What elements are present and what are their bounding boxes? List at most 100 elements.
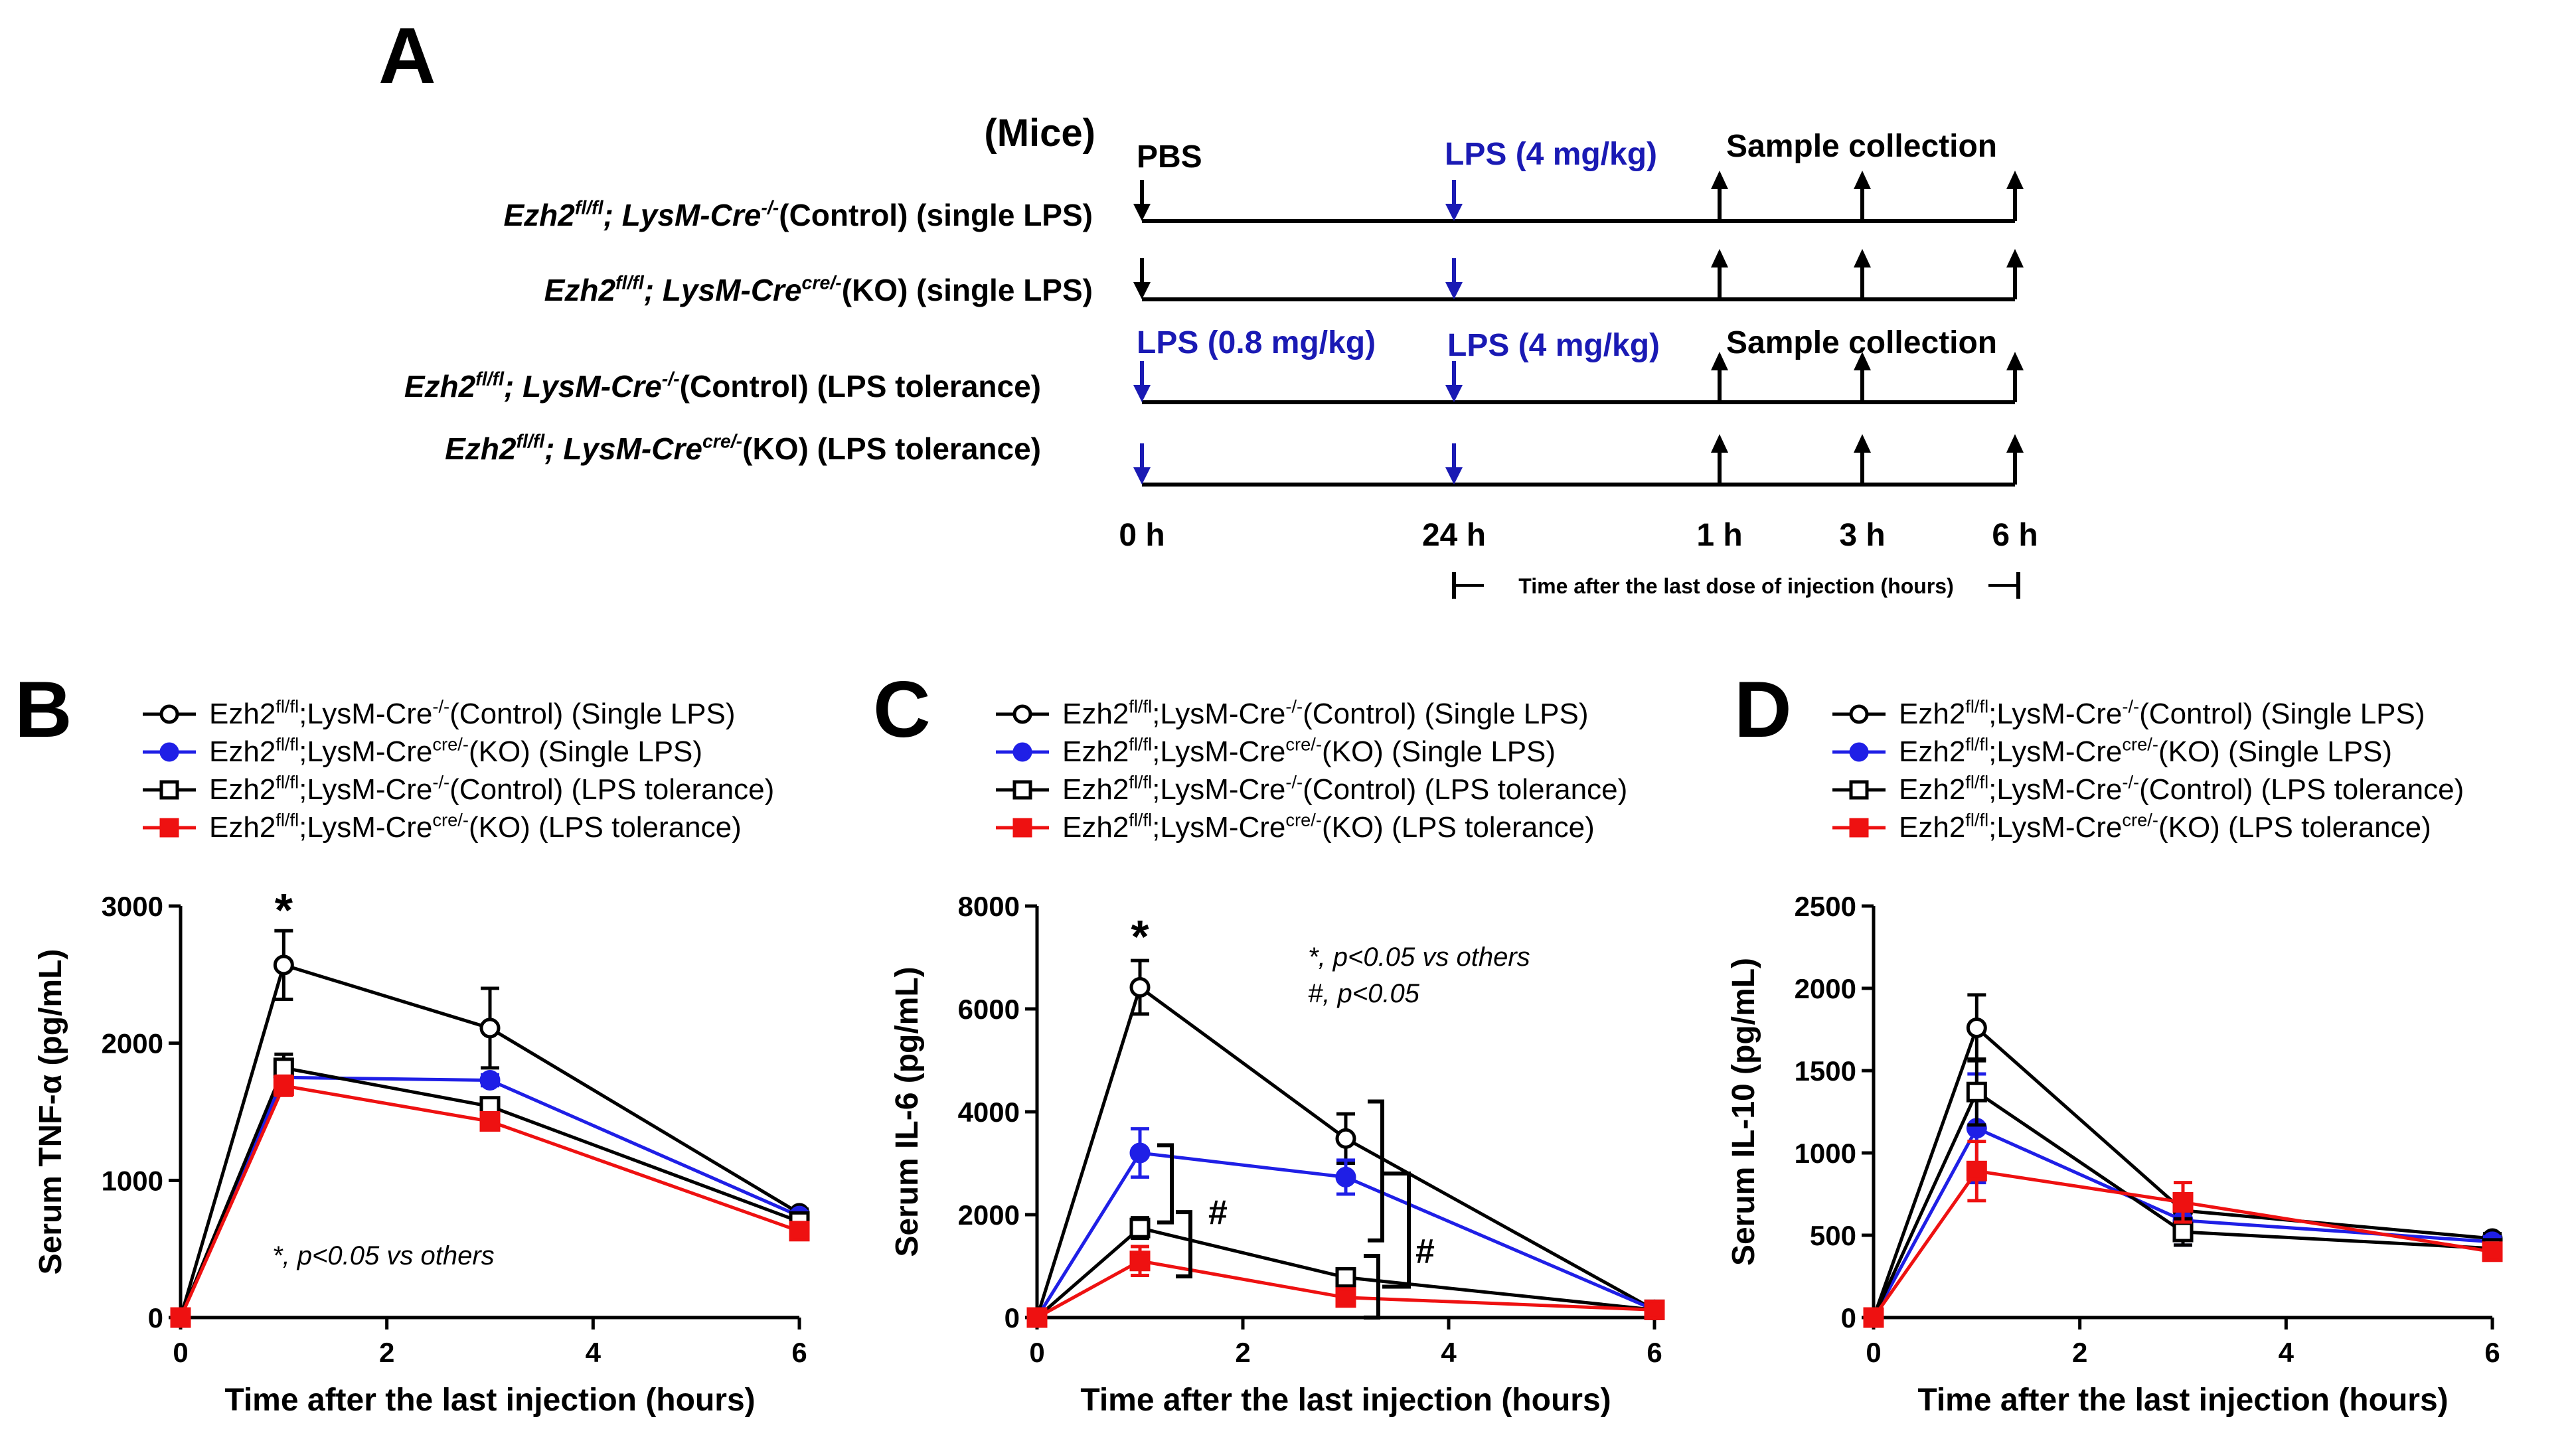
legend-label: Ezh2fl/fl;LysM-Cre-/-(Control) (Single L… [1062,696,1589,730]
legend-entry: Ezh2fl/fl;LysM-Crecre/-(KO) (Single LPS) [1832,733,2392,768]
data-point-marker [1335,1287,1356,1308]
x-tick-label: 0 [1029,1337,1044,1368]
x-tick-label: 4 [586,1337,602,1368]
y-tick-label: 1000 [102,1165,163,1196]
data-point-marker [159,818,179,838]
data-point-marker [1129,1217,1151,1239]
series-line [1872,1025,2493,1318]
series-line [1872,1089,2493,1319]
data-point-marker [159,780,179,800]
sample-arrow-head [1854,249,1871,267]
series-3 [170,1052,810,1328]
panel-b-letter: B [15,665,72,754]
significance-note: *, p<0.05 vs others [1308,943,1530,972]
data-point-marker [1012,742,1032,762]
legend-label: Ezh2fl/fl;LysM-Crecre/-(KO) (LPS toleran… [209,809,742,844]
data-point-marker [479,1018,501,1039]
legend-entry: Ezh2fl/fl;LysM-Crecre/-(KO) (LPS toleran… [1832,809,2431,844]
legend-entry: Ezh2fl/fl;LysM-Crecre/-(KO) (LPS toleran… [996,809,1595,844]
data-point-marker [1966,1018,1987,1039]
data-point-marker [1026,1307,1048,1328]
sample-arrow-head [2006,249,2024,267]
sample-arrow-head [1711,352,1728,370]
genotype-row-label: Ezh2fl/fl; LysM-Crecre/-(KO) (single LPS… [544,273,1093,307]
timepoint-label: 0 h [1119,518,1165,553]
bracket-3h-outer [1382,1172,1411,1289]
legend-label: Ezh2fl/fl;LysM-Crecre/-(KO) (LPS toleran… [1899,809,2431,844]
y-tick-label: 500 [1810,1220,1856,1251]
x-tick-label: 2 [2072,1337,2087,1368]
data-point-marker [273,1057,294,1079]
lps-injection-arrow-head [1445,282,1463,299]
data-point-marker [1335,1128,1356,1149]
x-tick-label: 6 [791,1337,807,1368]
data-point-marker [2482,1241,2503,1262]
timepoint-label: 3 h [1839,518,1885,553]
significance-note: *, p<0.05 vs others [272,1241,495,1270]
data-point-marker [273,1075,294,1097]
panel-a-letter: A [378,11,436,100]
data-point-marker [159,742,179,762]
legend-label: Ezh2fl/fl;LysM-Cre-/-(Control) (LPS tole… [1062,771,1627,806]
hash-marker: # [1208,1193,1228,1232]
legend-entry: Ezh2fl/fl;LysM-Crecre/-(KO) (LPS toleran… [143,809,742,844]
timepoint-label: 1 h [1696,518,1742,553]
legend-entry: Ezh2fl/fl;LysM-Crecre/-(KO) (Single LPS) [143,733,702,768]
legend-label: Ezh2fl/fl;LysM-Cre-/-(Control) (Single L… [1899,696,2425,730]
panel-a-timeline: A (Mice) PBS LPS (4 mg/kg) Sample collec… [378,11,2038,599]
legend-label: Ezh2fl/fl;LysM-Crecre/-(KO) (Single LPS) [1899,733,2392,768]
genotype-row-label: Ezh2fl/fl; LysM-Crecre/-(KO) (LPS tolera… [445,431,1041,466]
y-tick-label: 2000 [958,1199,1020,1231]
legend-entry: Ezh2fl/fl;LysM-Cre-/-(Control) (Single L… [1832,696,2425,730]
y-tick-label: 4000 [958,1097,1020,1128]
series-4 [1026,1245,1665,1328]
data-point-marker [1129,1142,1151,1164]
data-point-marker [2172,1221,2194,1243]
bracket-3h-upper [1368,1099,1384,1243]
sample-arrow-head [1711,434,1728,453]
data-point-marker [1012,780,1032,800]
sample-arrow-head [2006,352,2024,370]
lps-injection-arrow-head [1445,467,1463,485]
lps-high-label-2: LPS (4 mg/kg) [1447,328,1660,363]
x-tick-label: 4 [2279,1337,2294,1368]
x-tick-label: 0 [173,1337,188,1368]
first-injection-arrow-head [1133,467,1151,485]
data-point-marker [789,1221,810,1242]
sample-arrow-head [1711,171,1728,189]
data-point-marker [1012,704,1032,724]
legend-entry: Ezh2fl/fl;LysM-Cre-/-(Control) (Single L… [996,696,1589,730]
legend-label: Ezh2fl/fl;LysM-Cre-/-(Control) (Single L… [209,696,736,730]
sample-arrow-head [1711,249,1728,267]
bracket-1h-lower [1176,1210,1192,1278]
series-line [179,962,801,1318]
legend-entry: Ezh2fl/fl;LysM-Cre-/-(Control) (LPS tole… [143,771,774,806]
sample-arrow-head [2006,171,2024,189]
y-axis-label: Serum IL-6 (pg/mL) [890,966,925,1256]
data-point-marker [1966,1160,1987,1181]
first-injection-arrow-head [1133,282,1151,299]
series-4 [1863,1140,2503,1328]
time-caption: Time after the last dose of injection (h… [1518,574,1954,598]
y-tick-label: 1000 [1795,1138,1856,1169]
sample-arrow-head [1854,434,1871,453]
y-tick-label: 0 [1005,1302,1020,1333]
bracket-1h-upper [1157,1143,1174,1225]
legend-label: Ezh2fl/fl;LysM-Crecre/-(KO) (Single LPS) [1062,733,1556,768]
legend-entry: Ezh2fl/fl;LysM-Cre-/-(Control) (LPS tole… [1832,771,2464,806]
legend-entry: Ezh2fl/fl;LysM-Crecre/-(KO) (Single LPS) [996,733,1556,768]
data-point-marker [1849,704,1869,724]
timepoint-label: 24 h [1422,518,1486,553]
y-tick-label: 0 [148,1302,163,1333]
legend-label: Ezh2fl/fl;LysM-Crecre/-(KO) (LPS toleran… [1062,809,1595,844]
panel-c-letter: C [873,665,931,754]
significance-asterisk: * [275,884,293,936]
data-point-marker [170,1307,191,1328]
lps-high-label-1: LPS (4 mg/kg) [1445,137,1657,172]
data-point-marker [1966,1081,1987,1102]
x-tick-label: 2 [379,1337,394,1368]
series-line [179,1083,800,1319]
data-point-marker [1335,1166,1356,1187]
sample-collection-label-1: Sample collection [1726,129,1997,164]
series-line [179,1066,800,1318]
